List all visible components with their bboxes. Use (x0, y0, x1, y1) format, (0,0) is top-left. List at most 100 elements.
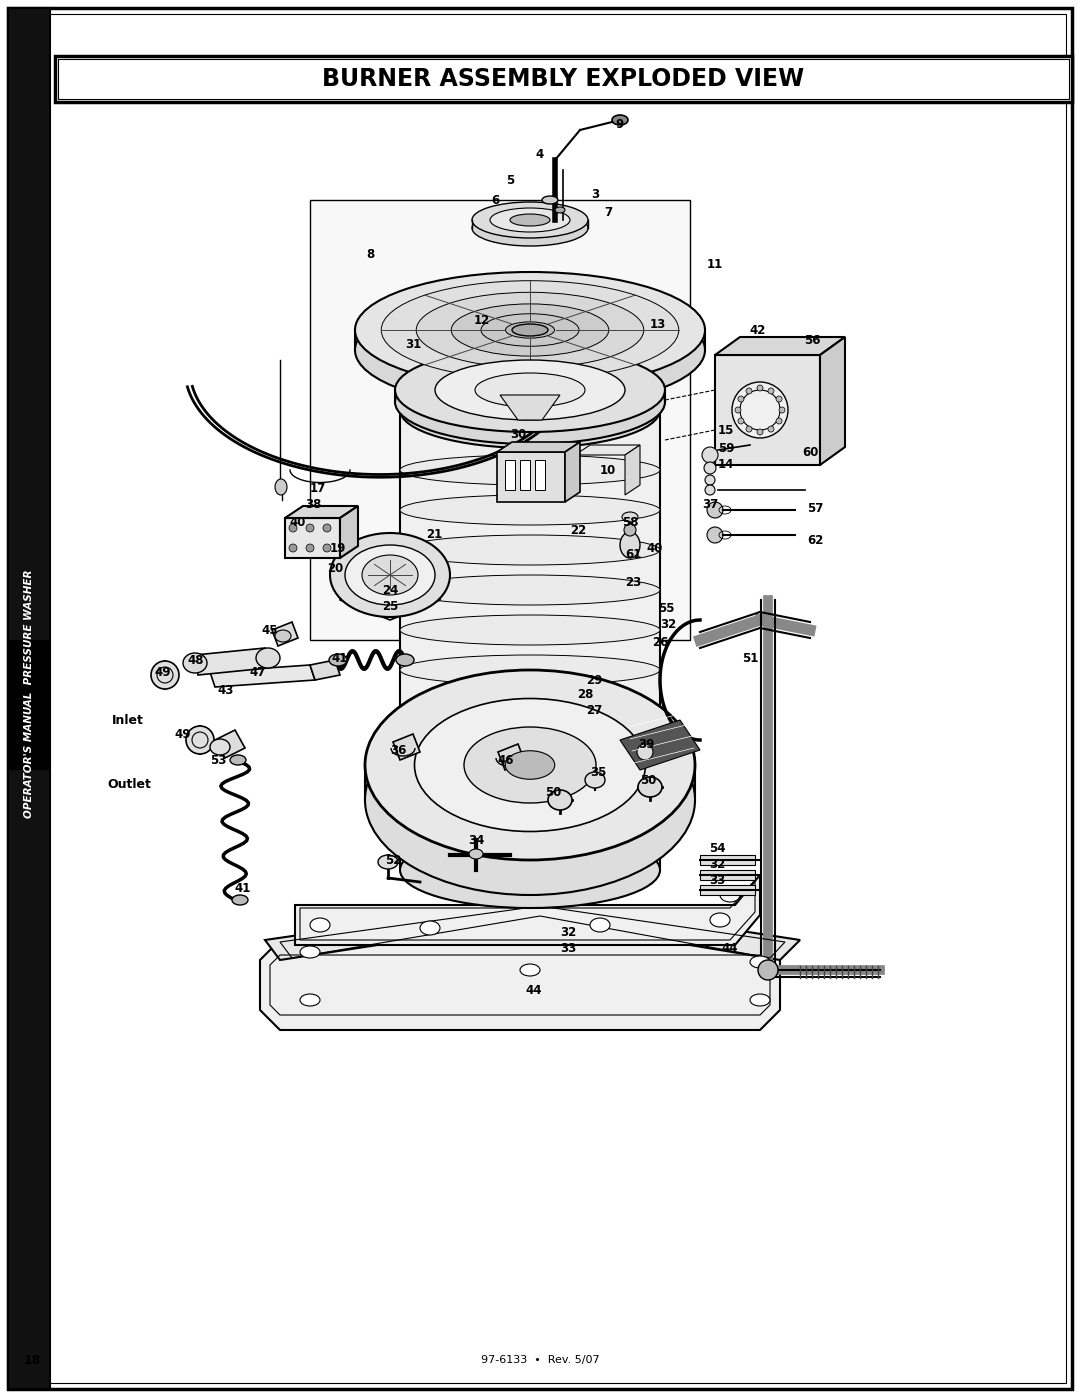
Ellipse shape (400, 576, 660, 605)
Text: 34: 34 (468, 834, 484, 847)
Ellipse shape (300, 995, 320, 1006)
Ellipse shape (768, 426, 774, 432)
Ellipse shape (210, 739, 230, 754)
Text: 42: 42 (750, 324, 766, 337)
Text: 50: 50 (639, 774, 657, 787)
Ellipse shape (505, 321, 554, 338)
Text: 38: 38 (305, 499, 321, 511)
Ellipse shape (519, 964, 540, 977)
Ellipse shape (400, 814, 660, 845)
Ellipse shape (757, 386, 762, 391)
Text: 59: 59 (718, 443, 734, 455)
Text: 32: 32 (660, 619, 676, 631)
Polygon shape (265, 900, 800, 960)
Polygon shape (497, 453, 565, 502)
Text: 57: 57 (807, 502, 823, 514)
Text: 5: 5 (505, 173, 514, 187)
Ellipse shape (750, 956, 770, 968)
Text: Inlet: Inlet (112, 714, 144, 726)
Ellipse shape (420, 921, 440, 935)
Ellipse shape (186, 726, 214, 754)
Ellipse shape (638, 777, 662, 798)
Text: 32: 32 (559, 926, 576, 940)
Text: 28: 28 (577, 689, 593, 701)
Text: 17: 17 (310, 482, 326, 495)
Polygon shape (715, 337, 845, 355)
Ellipse shape (779, 407, 785, 414)
Text: 56: 56 (804, 334, 820, 346)
Ellipse shape (400, 615, 660, 645)
Ellipse shape (400, 775, 660, 805)
Polygon shape (565, 441, 580, 502)
Text: 54: 54 (708, 841, 726, 855)
Text: 61: 61 (625, 549, 642, 562)
Text: 43: 43 (218, 683, 234, 697)
Bar (535, 460, 545, 490)
Polygon shape (620, 719, 700, 770)
Text: 11: 11 (707, 258, 724, 271)
Bar (8, 8, 50, 1389)
Text: 60: 60 (801, 447, 819, 460)
Ellipse shape (746, 426, 752, 432)
Ellipse shape (365, 671, 696, 861)
Ellipse shape (289, 524, 297, 532)
Text: 41: 41 (332, 651, 348, 665)
Ellipse shape (275, 479, 287, 495)
Ellipse shape (746, 388, 752, 394)
Ellipse shape (590, 918, 610, 932)
Text: 37: 37 (702, 499, 718, 511)
Ellipse shape (395, 348, 665, 432)
Ellipse shape (275, 630, 291, 643)
Ellipse shape (542, 196, 558, 204)
Ellipse shape (512, 324, 548, 337)
Ellipse shape (232, 895, 248, 905)
Bar (519, 460, 530, 490)
Text: 40: 40 (289, 515, 307, 528)
Text: 7: 7 (604, 207, 612, 219)
Ellipse shape (435, 360, 625, 420)
Ellipse shape (720, 888, 740, 902)
Ellipse shape (710, 914, 730, 928)
Text: 8: 8 (366, 249, 374, 261)
Bar (58, 59, 1069, 99)
Ellipse shape (510, 214, 550, 226)
Text: 97-6133  •  Rev. 5/07: 97-6133 • Rev. 5/07 (481, 1355, 599, 1365)
Ellipse shape (183, 652, 207, 673)
Text: 49: 49 (175, 728, 191, 742)
Ellipse shape (472, 203, 588, 237)
Polygon shape (393, 733, 420, 760)
Ellipse shape (612, 115, 627, 124)
Polygon shape (340, 535, 440, 620)
Ellipse shape (777, 395, 782, 402)
Text: 58: 58 (622, 515, 638, 528)
Polygon shape (210, 665, 315, 687)
Ellipse shape (416, 292, 644, 367)
Text: 36: 36 (390, 743, 406, 757)
Text: 52: 52 (384, 854, 401, 866)
Polygon shape (625, 446, 640, 495)
Ellipse shape (400, 535, 660, 564)
Ellipse shape (505, 750, 555, 780)
Text: BURNER ASSEMBLY EXPLODED VIEW: BURNER ASSEMBLY EXPLODED VIEW (322, 67, 805, 91)
Ellipse shape (702, 447, 718, 462)
Polygon shape (310, 659, 340, 680)
Ellipse shape (362, 555, 418, 595)
Bar (505, 460, 515, 490)
Ellipse shape (620, 532, 640, 557)
Ellipse shape (365, 705, 696, 895)
Ellipse shape (490, 208, 570, 232)
Polygon shape (260, 940, 780, 1030)
Text: 47: 47 (249, 666, 266, 679)
Text: 62: 62 (807, 534, 823, 546)
Ellipse shape (622, 511, 638, 522)
Ellipse shape (758, 960, 778, 981)
Bar (8, 640, 50, 770)
Text: 31: 31 (405, 338, 421, 352)
Text: 6: 6 (491, 194, 499, 207)
Ellipse shape (705, 485, 715, 495)
Ellipse shape (400, 735, 660, 766)
Text: 23: 23 (625, 576, 642, 588)
Bar (700, 870, 755, 880)
Ellipse shape (738, 395, 744, 402)
Ellipse shape (300, 946, 320, 958)
